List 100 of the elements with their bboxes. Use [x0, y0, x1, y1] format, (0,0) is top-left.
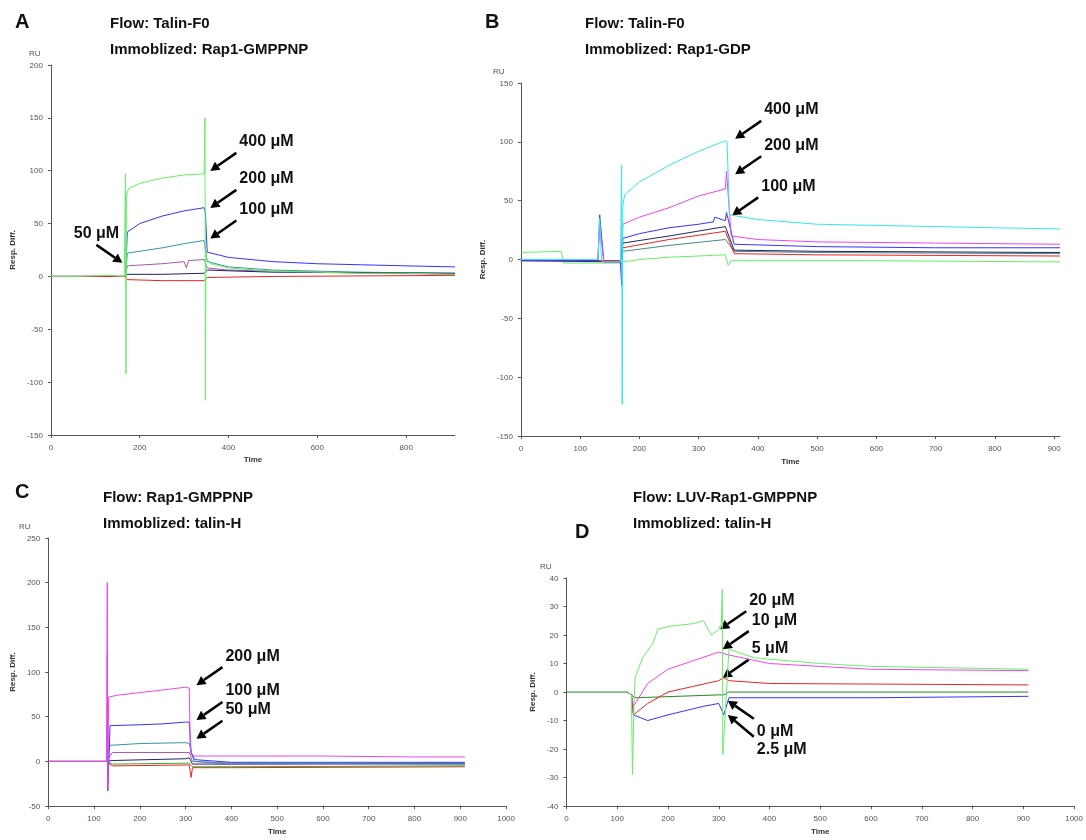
x-tick-label: 0	[46, 813, 52, 823]
x-tick-label: 1000	[497, 813, 516, 823]
annotation: 400 μM	[764, 100, 819, 118]
y-axis-title: Resp. Diff.	[7, 652, 17, 692]
y-axis-title: Resp. Diff.	[527, 672, 537, 712]
y-tick-label: 200	[26, 578, 41, 588]
annotation: 2.5 μM	[756, 740, 807, 758]
y-tick-label: 250	[26, 533, 41, 543]
annotation: 200 μM	[239, 169, 294, 187]
x-tick-label: 1000	[1065, 813, 1084, 823]
y-tick-label: -50	[501, 313, 514, 323]
x-tick-label: 800	[399, 442, 414, 452]
y-tick-label: -100	[496, 372, 514, 382]
x-tick-label: 200	[661, 813, 676, 823]
y-axis-title: Resp. Diff.	[477, 239, 487, 280]
y-tick-label: -150	[26, 430, 44, 440]
y-axis-title: Resp. Diff.	[7, 230, 17, 270]
x-tick-label: 800	[965, 813, 980, 823]
chart-subtitle: Flow: Talin-F0 Immoblized: Rap1-GMPPNP	[110, 13, 309, 57]
y-tick-label: -20	[546, 744, 560, 754]
text: RU	[493, 66, 505, 76]
chart-title: B	[485, 10, 500, 32]
y-tick-label: -30	[546, 773, 560, 783]
x-tick-label: 400	[751, 443, 766, 453]
chart-subtitle: Flow: Talin-F0 Immoblized: Rap1-GDP	[585, 13, 751, 57]
y-tick-label: 50	[31, 712, 41, 722]
x-tick-label: 800	[407, 813, 422, 823]
x-tick-label: 400	[224, 813, 239, 823]
x-tick-label: 600	[864, 813, 879, 823]
y-tick-label: 0	[38, 271, 44, 281]
annotation: 400 μM	[239, 132, 294, 150]
text: RU	[29, 48, 41, 58]
x-axis-title: Time	[811, 826, 831, 836]
annotation: 5 μM	[751, 639, 789, 657]
text: RU	[540, 561, 552, 571]
annotation: 0 μM	[756, 722, 794, 740]
x-tick-label: 700	[928, 443, 943, 453]
y-tick-label: 200	[29, 60, 44, 70]
x-tick-label: 100	[610, 813, 625, 823]
annotation: 50 μM	[225, 700, 271, 718]
text: RU	[19, 521, 31, 531]
y-tick-label: 50	[504, 196, 514, 206]
x-tick-label: 200	[133, 813, 148, 823]
x-tick-label: 500	[813, 813, 828, 823]
y-tick-label: 30	[549, 602, 560, 612]
x-tick-label: 0	[518, 443, 524, 453]
annotation: 100 μM	[761, 176, 816, 194]
x-tick-label: 700	[915, 813, 930, 823]
x-tick-label: 900	[1016, 813, 1031, 823]
x-tick-label: 500	[810, 443, 825, 453]
annotation: 50 μM	[73, 224, 120, 242]
x-tick-label: 100	[87, 813, 102, 823]
x-tick-label: 900	[1047, 443, 1062, 453]
annotation: 100 μM	[239, 200, 294, 218]
x-tick-label: 700	[362, 813, 376, 823]
x-tick-label: 300	[691, 443, 706, 453]
x-tick-label: 500	[270, 813, 285, 823]
chart-title: C	[15, 480, 30, 502]
annotation: 200 μM	[764, 135, 819, 153]
x-tick-label: 900	[453, 813, 468, 823]
x-tick-label: 100	[573, 443, 588, 453]
y-tick-label: 40	[549, 573, 560, 583]
x-axis-title: Time	[781, 456, 801, 466]
annotation: 20 μM	[749, 590, 795, 608]
x-tick-label: 300	[712, 813, 726, 823]
y-tick-label: 50	[34, 219, 44, 229]
chart-title: D	[575, 520, 590, 542]
y-tick-label: 10	[549, 659, 560, 669]
y-tick-label: 100	[26, 667, 41, 677]
chart-subtitle: Flow: LUV-Rap1-GMPPNP Immoblized: talin-H	[633, 487, 818, 531]
x-tick-label: 0	[48, 442, 54, 452]
x-axis-title: Time	[243, 455, 263, 465]
y-tick-label: 150	[29, 113, 44, 123]
y-tick-label: -100	[26, 377, 44, 387]
y-tick-label: 100	[499, 137, 514, 147]
x-tick-label: 600	[310, 442, 325, 452]
y-tick-label: -10	[546, 716, 560, 726]
x-tick-label: 0	[564, 813, 570, 823]
x-tick-label: 600	[316, 813, 331, 823]
y-tick-label: 20	[549, 630, 560, 640]
y-tick-label: 0	[35, 756, 41, 766]
annotation: 10 μM	[751, 610, 798, 628]
y-tick-label: 0	[554, 687, 560, 697]
y-tick-label: 100	[29, 166, 44, 176]
y-tick-label: -150	[496, 431, 514, 441]
x-tick-label: 200	[632, 443, 647, 453]
x-tick-label: 600	[869, 443, 884, 453]
x-tick-label: 300	[178, 813, 193, 823]
x-axis-title: Time	[267, 826, 287, 836]
y-tick-label: 150	[26, 622, 41, 632]
x-tick-label: 800	[988, 443, 1003, 453]
y-tick-label: -50	[28, 801, 41, 811]
x-tick-label: 400	[762, 813, 777, 823]
x-tick-label: 400	[221, 442, 236, 452]
x-tick-label: 200	[133, 442, 147, 452]
annotation: 200 μM	[225, 646, 280, 664]
y-tick-label: -50	[31, 324, 44, 334]
y-tick-label: 150	[499, 78, 514, 88]
y-tick-label: 0	[508, 255, 514, 265]
chart-subtitle: Flow: Rap1-GMPPNP Immoblized: talin-H	[103, 487, 254, 531]
